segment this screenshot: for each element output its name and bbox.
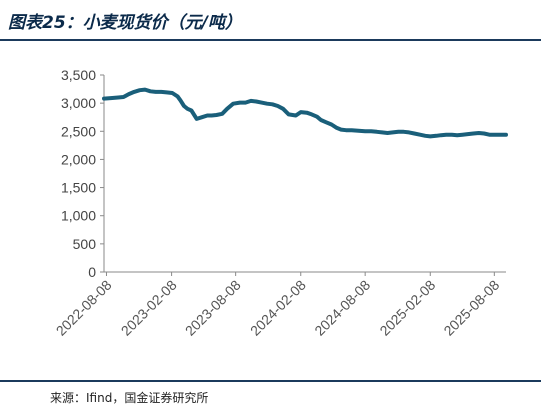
y-tick-label: 2,500 [61, 123, 96, 139]
y-tick-label: 1,500 [61, 180, 96, 196]
x-tick-label: 2024-02-08 [247, 277, 309, 339]
y-tick-label: 1,000 [61, 208, 96, 224]
chart-title: 图表25：小麦现货价（元/吨） [8, 13, 242, 33]
source-note: 来源：Ifind，国金证券研究所 [50, 391, 209, 405]
x-tick-label: 2023-02-08 [118, 277, 180, 339]
x-tick-label: 2023-08-08 [182, 277, 244, 339]
x-tick-label: 2025-02-08 [376, 277, 438, 339]
wheat-price-chart: 0 500 1,000 1,500 2,000 2,500 3,000 3,500 2022-0… [53, 67, 508, 339]
x-tick-label: 2025-08-08 [440, 277, 502, 339]
footer-divider [0, 380, 541, 382]
x-tick-label: 2024-08-08 [311, 277, 373, 339]
y-tick-label: 0 [88, 264, 96, 280]
y-tick-label: 3,000 [61, 95, 96, 111]
y-tick-label: 3,500 [61, 67, 96, 83]
y-tick-label: 2,000 [61, 151, 96, 167]
price-series-line [102, 87, 508, 139]
x-tick-label: 2022-08-08 [53, 277, 115, 339]
y-tick-label: 500 [73, 236, 97, 252]
title-divider [0, 39, 541, 41]
